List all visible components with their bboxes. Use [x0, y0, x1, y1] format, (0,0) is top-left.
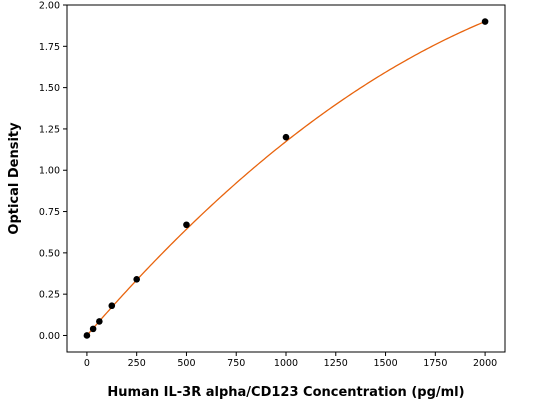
y-tick-label: 1.25: [39, 124, 60, 135]
y-tick-label: 0.00: [39, 331, 60, 342]
x-tick-label: 1750: [423, 358, 447, 369]
x-tick-label: 0: [84, 358, 90, 369]
data-point: [89, 325, 97, 333]
data-points: [83, 18, 489, 339]
x-tick-label: 750: [227, 358, 245, 369]
y-tick-label: 0.25: [39, 290, 60, 301]
plot-area: [66, 4, 506, 353]
data-point: [133, 275, 140, 283]
y-tick-label: 0.50: [39, 248, 60, 259]
y-tick-label: 1.50: [39, 83, 60, 94]
x-tick-label: 1500: [373, 358, 397, 369]
y-tick-label: 1.75: [39, 42, 60, 53]
data-point: [96, 318, 103, 325]
y-tick-label: 0.75: [39, 207, 60, 218]
x-axis-ticks: 0 250 500 750 1000 1250 1500 1750 2000: [84, 352, 497, 369]
x-tick-label: 1250: [324, 358, 348, 369]
x-tick-label: 500: [177, 358, 195, 369]
x-tick-label: 2000: [473, 358, 497, 369]
data-point: [83, 332, 91, 339]
x-axis-title: Human IL-3R alpha/CD123 Concentration (p…: [107, 385, 464, 400]
data-point: [282, 133, 290, 141]
y-axis-ticks: 0.00 0.25 0.50 0.75 1.00 1.25 1.50 1.75 2.00: [39, 1, 67, 342]
y-tick-label: 1.00: [39, 166, 60, 177]
data-point: [183, 221, 190, 229]
y-tick-label: 2.00: [39, 1, 60, 12]
data-point: [108, 302, 116, 310]
data-point: [481, 18, 489, 25]
x-tick-label: 1000: [274, 358, 298, 369]
x-tick-label: 250: [128, 358, 146, 369]
fit-curve: [86, 20, 486, 336]
y-axis-title: Optical Density: [7, 122, 22, 235]
